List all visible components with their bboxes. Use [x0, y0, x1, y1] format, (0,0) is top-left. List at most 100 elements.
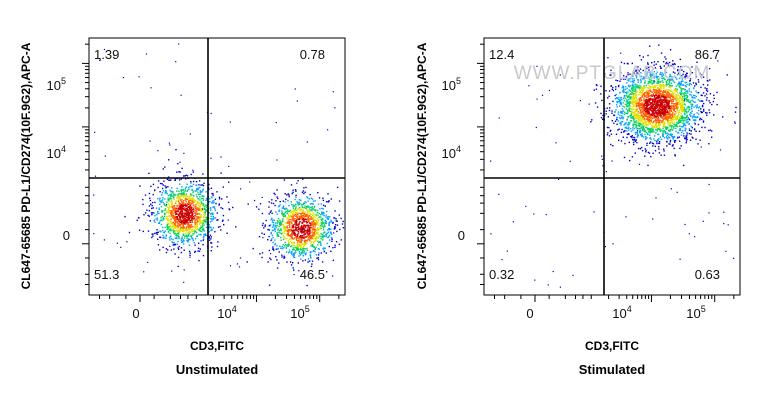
event-dot	[607, 97, 609, 99]
event-dot	[300, 251, 303, 253]
event-dot	[180, 190, 183, 192]
event-dot	[622, 89, 624, 92]
event-dot	[681, 88, 684, 90]
event-dot	[328, 239, 331, 241]
event-dot	[157, 198, 159, 200]
event-dot	[167, 222, 169, 224]
event-dot	[190, 219, 192, 221]
event-dot	[292, 204, 295, 206]
event-dot	[330, 231, 332, 233]
event-dot	[621, 86, 623, 89]
event-dot	[332, 91, 334, 93]
event-dot	[188, 227, 190, 229]
event-dot	[188, 238, 190, 241]
event-dot	[647, 128, 649, 131]
event-dot	[265, 219, 267, 222]
event-dot	[637, 121, 639, 123]
event-dot	[160, 201, 162, 204]
event-dot	[323, 226, 325, 228]
event-dot	[304, 225, 306, 227]
event-dot	[684, 123, 686, 125]
event-dot	[148, 210, 151, 212]
event-dot	[312, 244, 314, 246]
event-dot	[643, 121, 645, 124]
event-dot	[162, 190, 165, 192]
event-dot	[671, 125, 673, 127]
event-dot	[664, 56, 666, 58]
event-dot	[638, 128, 640, 130]
event-dot	[269, 257, 271, 259]
event-dot	[168, 229, 170, 231]
event-dot	[159, 197, 161, 199]
event-dot	[663, 116, 665, 118]
event-dot	[202, 244, 204, 246]
event-dot	[681, 110, 683, 112]
event-dot	[626, 127, 628, 129]
event-dot	[157, 210, 159, 213]
event-dot	[164, 185, 166, 187]
event-dot	[182, 234, 185, 237]
event-dot	[312, 226, 314, 228]
event-dot	[180, 207, 182, 209]
event-dot	[633, 78, 635, 80]
event-dot	[304, 233, 307, 235]
event-dot	[632, 84, 634, 87]
event-dot	[670, 64, 672, 67]
event-dot	[300, 244, 302, 246]
event-dot	[298, 236, 301, 238]
event-dot	[634, 152, 636, 154]
event-dot	[627, 105, 630, 107]
event-dot	[190, 202, 193, 205]
event-dot	[303, 249, 305, 251]
event-dot	[591, 119, 593, 121]
event-dot	[323, 235, 325, 237]
event-dot	[172, 228, 174, 230]
quadrant-lower-left: 51.3	[94, 267, 119, 282]
event-dot	[663, 125, 666, 127]
event-dot	[644, 101, 647, 103]
event-dot	[192, 201, 195, 203]
event-dot	[665, 102, 668, 104]
event-dot	[629, 96, 631, 98]
event-dot	[716, 91, 718, 94]
event-dot	[187, 203, 189, 206]
event-dot	[315, 254, 318, 256]
event-dot	[627, 101, 630, 104]
event-dot	[160, 230, 162, 233]
event-dot	[174, 237, 176, 239]
event-dot	[631, 156, 634, 158]
event-dot	[675, 97, 677, 99]
event-dot	[213, 201, 215, 204]
event-dot	[156, 214, 158, 216]
event-dot	[294, 244, 296, 247]
event-dot	[676, 117, 678, 119]
event-dot	[204, 208, 206, 210]
x-tick-10-5: 105	[290, 304, 309, 321]
event-dot	[340, 239, 342, 241]
event-dot	[685, 86, 687, 88]
event-dot	[315, 246, 317, 248]
event-dot	[655, 126, 657, 129]
event-dot	[211, 196, 213, 198]
event-dot	[623, 91, 625, 94]
event-dot	[642, 126, 645, 128]
event-dot	[646, 127, 648, 129]
event-dot	[643, 97, 645, 99]
event-dot	[657, 116, 659, 118]
event-dot	[325, 252, 327, 254]
event-dot	[171, 187, 173, 189]
event-dot	[669, 117, 671, 119]
event-dot	[668, 116, 670, 118]
event-dot	[199, 215, 202, 217]
event-dot	[673, 89, 675, 92]
event-dot	[311, 208, 314, 210]
event-dot	[634, 92, 636, 94]
event-dot	[666, 115, 668, 117]
event-dot	[652, 80, 654, 82]
event-dot	[660, 67, 663, 69]
event-dot	[685, 135, 687, 137]
event-dot	[314, 218, 316, 220]
event-dot	[284, 228, 286, 231]
event-dot	[192, 210, 195, 213]
event-dot	[145, 53, 148, 55]
